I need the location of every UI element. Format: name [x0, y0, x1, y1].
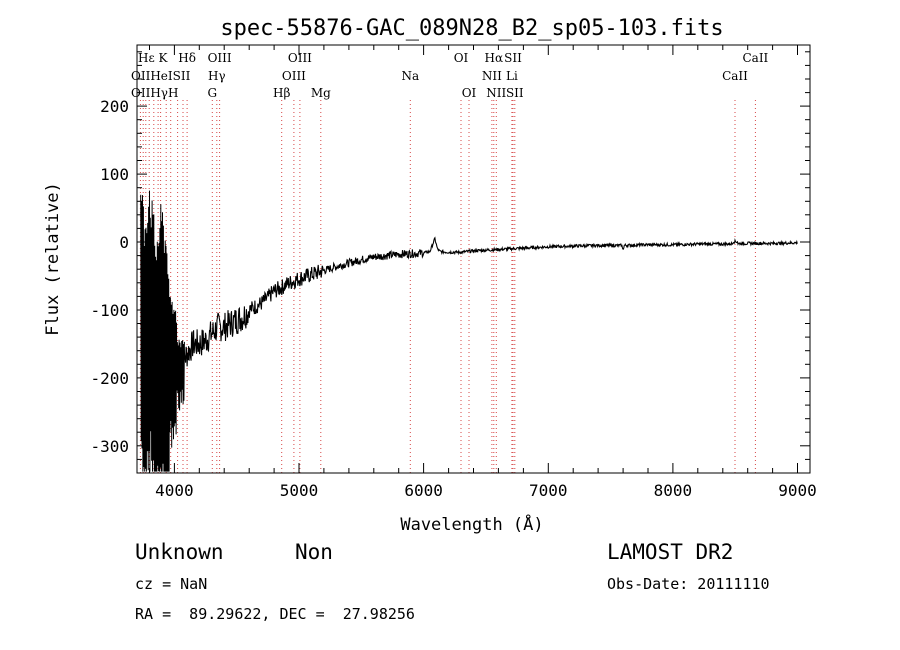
- y-tick-label: 0: [119, 233, 129, 252]
- x-tick-label: 4000: [155, 481, 194, 500]
- line-label: OIII: [288, 51, 312, 65]
- coordinates: RA = 89.29622, DEC = 27.98256: [135, 605, 415, 623]
- line-label: OI: [462, 86, 477, 100]
- x-tick-label: 5000: [280, 481, 319, 500]
- line-label: Na: [401, 69, 419, 83]
- line-label: Mg: [311, 86, 331, 100]
- spectrum-trace: [180, 236, 798, 375]
- x-axis-label: Wavelength (Å): [400, 513, 543, 535]
- survey-label: LAMOST DR2: [607, 540, 734, 564]
- y-axis-ticks: -300 -200 -100 0 100 200: [90, 51, 810, 460]
- x-tick-label: 6000: [404, 481, 443, 500]
- object-class: Unknown: [135, 540, 224, 564]
- line-label: G: [208, 86, 218, 100]
- x-axis-ticks: 4000 5000 6000 7000 8000 9000: [149, 45, 817, 500]
- line-label: SII: [504, 51, 522, 65]
- chart-title: spec-55876-GAC_089N28_B2_sp05-103.fits: [220, 16, 723, 41]
- y-tick-label: 200: [100, 97, 129, 116]
- y-tick-label: -200: [90, 369, 129, 388]
- line-label: Hδ: [178, 51, 196, 65]
- x-tick-label: 8000: [654, 481, 693, 500]
- x-tick-label: 7000: [529, 481, 568, 500]
- line-label: OIII: [208, 51, 232, 65]
- line-label: Hγ: [208, 69, 226, 83]
- y-axis-label: Flux (relative): [43, 182, 63, 336]
- plot-frame: [136, 44, 811, 474]
- line-label: NII: [482, 69, 502, 83]
- x-tick-label: 9000: [778, 481, 817, 500]
- line-label: Li: [506, 69, 518, 83]
- clustered-line-label-row-2: OIIHeISII: [131, 69, 191, 83]
- y-tick-label: 100: [100, 165, 129, 184]
- spectrum-noise-trace: [140, 190, 185, 472]
- line-label: SII: [506, 86, 524, 100]
- clustered-line-label-row-1: Hε K: [138, 51, 168, 65]
- line-label: Hβ: [273, 86, 290, 100]
- clustered-line-label-row-3: OIIHγH: [131, 86, 178, 100]
- line-label: OI: [454, 51, 469, 65]
- line-label: CaII: [722, 69, 748, 83]
- line-label: OIII: [282, 69, 306, 83]
- obs-date: Obs-Date: 20111110: [607, 575, 770, 593]
- line-label: CaII: [742, 51, 768, 65]
- spectral-line-markers: [139, 100, 756, 473]
- line-label: Hα: [485, 51, 504, 65]
- redshift-value: cz = NaN: [135, 575, 208, 593]
- object-subclass: Non: [295, 540, 333, 564]
- y-tick-label: -300: [90, 437, 129, 456]
- y-tick-label: -100: [90, 301, 129, 320]
- line-label: NII: [486, 86, 506, 100]
